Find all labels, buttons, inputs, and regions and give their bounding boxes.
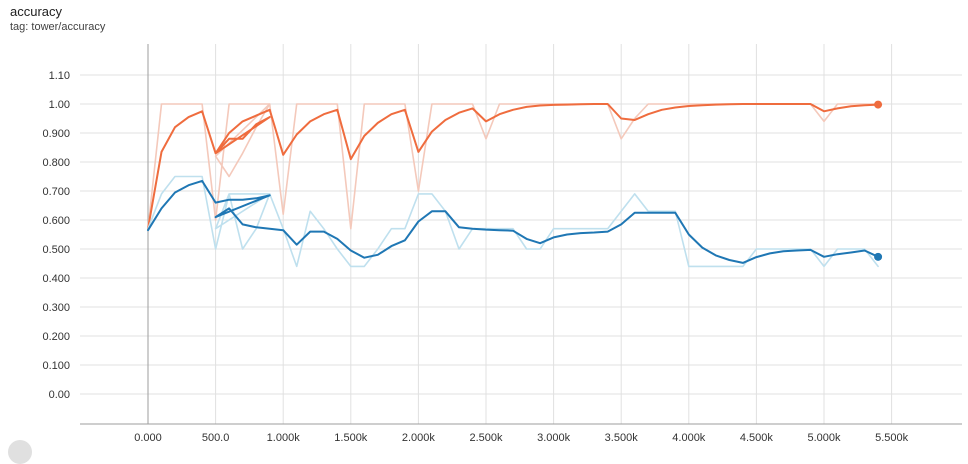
x-tick-label: 5.500k bbox=[875, 432, 909, 444]
axes bbox=[80, 44, 962, 425]
y-tick-label: 0.200 bbox=[42, 331, 70, 343]
x-tick-label: 4.500k bbox=[740, 432, 774, 444]
x-tick-label: 1.500k bbox=[334, 432, 368, 444]
x-tick: 1.500k bbox=[334, 432, 368, 444]
y-tick: 0.400 bbox=[42, 273, 70, 285]
series-line-1 bbox=[147, 103, 880, 230]
y-tick: 0.00 bbox=[49, 389, 70, 401]
y-tick-label: 0.600 bbox=[42, 215, 70, 227]
series-end-marker bbox=[874, 100, 883, 109]
y-tick: 0.500 bbox=[42, 244, 70, 256]
x-tick: 2.500k bbox=[469, 432, 503, 444]
x-tick-label: 500.0 bbox=[202, 432, 230, 444]
x-tick: 1.000k bbox=[267, 432, 301, 444]
end-markers bbox=[874, 100, 883, 261]
y-tick: 0.200 bbox=[42, 331, 70, 343]
y-axis-ticks: 0.00 0.100 0.200 0.300 0.400 0.500 0.600 0.700 0… bbox=[42, 70, 70, 401]
y-tick-label: 0.800 bbox=[42, 157, 70, 169]
x-tick-label: 5.000k bbox=[807, 432, 841, 444]
y-tick-label: 0.900 bbox=[42, 128, 70, 140]
y-tick: 0.700 bbox=[42, 186, 70, 198]
series-group bbox=[147, 103, 880, 268]
x-tick: 5.500k bbox=[875, 432, 909, 444]
y-tick: 0.600 bbox=[42, 215, 70, 227]
chart-title: accuracy bbox=[10, 4, 63, 19]
x-axis-ticks: 0.000 500.0 1.000k 1.500k 2.000k 2.500k 3.000k… bbox=[134, 432, 908, 444]
x-tick-label: 3.000k bbox=[537, 432, 571, 444]
y-tick-label: 0.100 bbox=[42, 360, 70, 372]
y-tick: 1.00 bbox=[49, 99, 70, 111]
y-tick-label: 0.400 bbox=[42, 273, 70, 285]
y-tick: 1.10 bbox=[49, 70, 70, 82]
y-tick-label: 0.500 bbox=[42, 244, 70, 256]
x-tick: 3.000k bbox=[537, 432, 571, 444]
y-tick: 0.100 bbox=[42, 360, 70, 372]
y-tick-label: 1.10 bbox=[49, 70, 70, 82]
y-tick-label: 0.300 bbox=[42, 302, 70, 314]
x-tick: 0.000 bbox=[134, 432, 162, 444]
x-tick: 3.500k bbox=[605, 432, 639, 444]
x-tick-label: 2.000k bbox=[402, 432, 436, 444]
y-tick-label: 0.700 bbox=[42, 186, 70, 198]
x-tick-label: 0.000 bbox=[134, 432, 162, 444]
resize-handle[interactable] bbox=[8, 440, 32, 464]
y-tick-label: 0.00 bbox=[49, 389, 70, 401]
x-tick-label: 4.000k bbox=[672, 432, 706, 444]
y-tick: 0.300 bbox=[42, 302, 70, 314]
x-tick-label: 3.500k bbox=[605, 432, 639, 444]
y-tick: 0.800 bbox=[42, 157, 70, 169]
x-tick: 5.000k bbox=[807, 432, 841, 444]
y-tick: 0.900 bbox=[42, 128, 70, 140]
x-tick: 2.000k bbox=[402, 432, 436, 444]
x-tick-label: 2.500k bbox=[469, 432, 503, 444]
series-end-marker bbox=[874, 252, 883, 261]
x-tick: 500.0 bbox=[202, 432, 230, 444]
y-tick-label: 1.00 bbox=[49, 99, 70, 111]
x-tick: 4.000k bbox=[672, 432, 706, 444]
x-tick-label: 1.000k bbox=[267, 432, 301, 444]
accuracy-chart: 0.00 0.100 0.200 0.300 0.400 0.500 0.600 0.700 0… bbox=[42, 44, 962, 444]
x-tick: 4.500k bbox=[740, 432, 774, 444]
series-line-3 bbox=[147, 179, 880, 264]
chart-subtitle: tag: tower/accuracy bbox=[10, 21, 106, 33]
